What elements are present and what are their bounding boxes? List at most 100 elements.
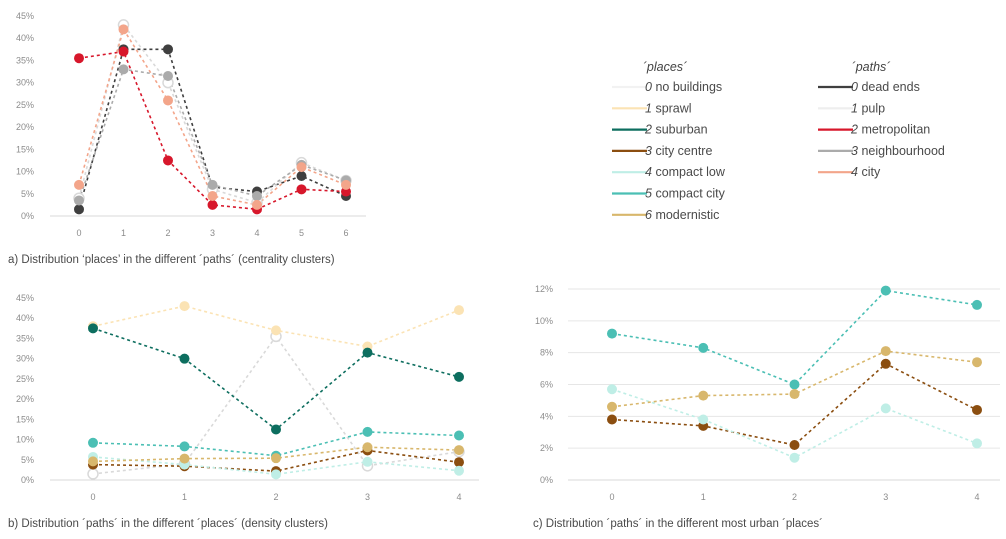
data-point (454, 465, 464, 476)
data-point (163, 155, 173, 166)
y-tick-label: 2% (540, 443, 553, 453)
legend: ´places´ 0 no buildings 1 sprawl 2 suburban… (612, 60, 945, 222)
data-point (252, 191, 262, 201)
legend-title-paths: ´paths´ (852, 60, 891, 74)
data-point (87, 468, 99, 480)
caption-chart-a: a) Distribution ‘places’ in the differen… (8, 254, 335, 266)
x-tick-label: 3 (883, 492, 888, 502)
data-point (118, 46, 129, 57)
y-tick-label: 4% (540, 411, 553, 421)
legend-item-city-centre: 3 city centre (645, 144, 712, 158)
series-line-compact-city (92, 431, 460, 457)
series-line-compact-low (611, 388, 978, 459)
caption-chart-c: c) Distribution ´paths´ in the different… (533, 518, 823, 530)
data-point (972, 299, 982, 310)
series-line-city-centre (611, 362, 978, 446)
legend-item-city: 4 city (851, 165, 881, 179)
y-tick-label: 0% (21, 211, 34, 221)
x-tick-label: 0 (76, 228, 81, 238)
series-line-compact-city (611, 289, 978, 386)
x-tick-label: 4 (254, 228, 259, 238)
data-point (789, 452, 800, 463)
data-point (362, 426, 373, 437)
data-point (179, 453, 190, 464)
data-point (698, 390, 709, 401)
data-point (972, 357, 982, 368)
caption-chart-b: b) Distribution ´paths´ in the different… (8, 518, 328, 530)
data-point (607, 328, 617, 339)
data-point (698, 414, 709, 425)
x-tick-label: 2 (165, 228, 170, 238)
legend-item-suburban: 2 suburban (644, 123, 708, 137)
y-tick-label: 30% (16, 354, 34, 364)
data-point (163, 44, 173, 55)
data-point (607, 414, 617, 425)
data-point (880, 285, 891, 296)
data-point (454, 430, 464, 441)
data-point (207, 191, 218, 201)
legend-item-dead-ends: 0 dead ends (851, 80, 920, 94)
legend-item-metropolitan: 2 metropolitan (850, 123, 930, 137)
x-tick-label: 3 (210, 228, 215, 238)
data-point (362, 442, 373, 453)
y-tick-label: 6% (540, 380, 553, 390)
data-point (972, 438, 982, 449)
x-tick-label: 2 (273, 492, 278, 502)
data-point (789, 439, 800, 450)
x-tick-label: 0 (609, 492, 614, 502)
series-line-suburban (92, 327, 460, 431)
data-point (88, 437, 98, 448)
y-tick-label: 40% (16, 33, 34, 43)
data-point (271, 469, 281, 480)
data-point (74, 53, 84, 64)
y-tick-label: 15% (16, 144, 34, 154)
legend-item-compact-low: 4 compact low (645, 165, 726, 179)
x-tick-label: 5 (299, 228, 304, 238)
data-point (74, 179, 84, 190)
x-tick-label: 1 (182, 492, 187, 502)
y-tick-label: 25% (16, 100, 34, 110)
y-tick-label: 45% (16, 11, 34, 21)
data-point (179, 353, 190, 364)
legend-item-compact-city: 5 compact city (645, 187, 726, 201)
data-point (207, 179, 218, 190)
y-tick-label: 20% (16, 394, 34, 404)
data-point (880, 403, 891, 414)
y-tick-label: 35% (16, 333, 34, 343)
y-tick-label: 20% (16, 122, 34, 132)
series-line-modernistic (611, 350, 978, 408)
data-point (454, 457, 464, 468)
data-point (118, 24, 129, 35)
data-point (296, 162, 307, 173)
series-line-modernistic (92, 446, 460, 463)
y-tick-label: 5% (21, 455, 34, 465)
data-point (88, 456, 98, 467)
data-point (271, 424, 281, 435)
data-point (607, 384, 617, 395)
x-tick-label: 4 (456, 492, 461, 502)
data-point (179, 441, 190, 452)
y-tick-label: 0% (21, 475, 34, 485)
y-tick-label: 10% (535, 316, 553, 326)
chart-c-most-urban-places: 0% 2% 4% 6% 8% 10% 12% 0 1 2 3 4 (535, 284, 1000, 502)
series-line-city-centre (92, 449, 460, 472)
data-point (362, 456, 373, 467)
data-point (454, 305, 464, 316)
data-point (454, 445, 464, 456)
x-tick-label: 1 (701, 492, 706, 502)
data-point (163, 95, 173, 106)
data-point (296, 184, 307, 195)
y-tick-label: 15% (16, 414, 34, 424)
data-point (74, 195, 84, 206)
y-tick-label: 12% (535, 284, 553, 294)
data-point (163, 71, 173, 81)
data-point (454, 371, 464, 382)
y-tick-label: 5% (21, 189, 34, 199)
y-tick-label: 35% (16, 55, 34, 65)
x-tick-label: 3 (365, 492, 370, 502)
data-point (698, 342, 709, 353)
data-point (271, 453, 281, 464)
y-tick-label: 0% (540, 475, 553, 485)
data-point (88, 323, 98, 334)
data-point (880, 346, 891, 357)
